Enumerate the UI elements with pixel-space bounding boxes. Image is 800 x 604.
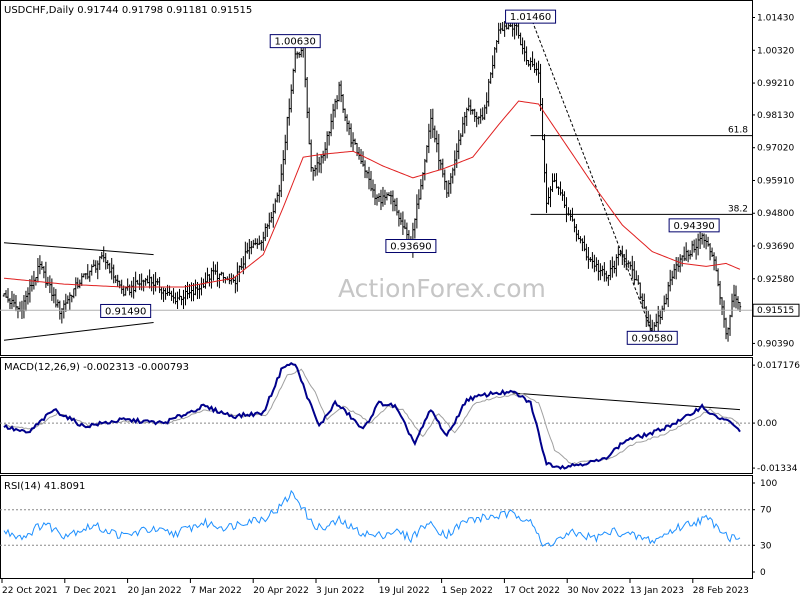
rsi-tick-label: 0: [760, 568, 766, 578]
rsi-panel-title: RSI(14) 41.8091: [4, 481, 85, 492]
time-axis: 22 Oct 2021 7 Dec 2021 20 Jan 2022 7 Mar 20…: [1, 579, 749, 596]
watermark: ActionForex.com: [338, 274, 546, 303]
callout-label: 0.90580: [632, 333, 673, 344]
price-tick-label: 0.93690: [757, 242, 794, 252]
price-tick-label: 0.94800: [757, 209, 794, 219]
time-tick-label: 3 Jun 2022: [316, 586, 364, 596]
macd-main-line: [3, 362, 741, 470]
trendline-2: [530, 16, 655, 339]
price-tick-label: 1.00320: [757, 46, 794, 56]
callout-label: 1.01460: [510, 12, 551, 23]
callout-label: 1.00630: [275, 37, 316, 48]
macd-tick-label: -0.01334: [757, 464, 798, 474]
callout-box: [269, 34, 321, 49]
price-panel-title: USDCHF,Daily 0.91744 0.91798 0.91181 0.9…: [4, 5, 252, 16]
price-tick-label: 0.95910: [757, 176, 794, 186]
time-tick-label: 20 Jan 2022: [128, 586, 182, 596]
callout-0: 1.00630: [269, 34, 321, 49]
price-tick-label: 0.99210: [757, 79, 794, 89]
rsi-tick-label: 30: [760, 541, 772, 551]
macd-panel-frame: [0, 357, 753, 474]
callout-box: [668, 218, 720, 233]
rsi-line: [3, 489, 741, 547]
callout-3: 0.91490: [100, 303, 152, 318]
price-panel-frame: [0, 0, 753, 356]
macd-lines: [3, 362, 741, 470]
macd-axis-ticks: 0.017176 0.00 -0.01334: [752, 361, 800, 474]
trendline-1: [3, 321, 154, 341]
time-tick-label: 1 Sep 2022: [442, 586, 493, 596]
price-trendlines: [3, 16, 655, 341]
price-tick-label: 0.98130: [757, 111, 794, 121]
rsi-line-path: [3, 489, 741, 547]
callout-5: 0.90580: [626, 330, 678, 345]
callout-4: 0.94390: [668, 218, 720, 233]
callout-box: [100, 303, 152, 318]
price-tick-label: 0.97020: [757, 144, 794, 154]
time-tick-label: 28 Feb 2023: [693, 586, 749, 596]
macd-signal-line: [3, 368, 741, 465]
price-tick-label: 0.92580: [757, 275, 794, 285]
callout-box: [626, 330, 678, 345]
macd-tick-label: 0.00: [757, 419, 777, 429]
rsi-tick-label: 70: [760, 506, 772, 516]
macd-panel-title: MACD(12,26,9) -0.002313 -0.000793: [4, 362, 189, 373]
last-price-label: 0.91515: [757, 306, 794, 316]
callout-1: 1.01460: [505, 9, 557, 24]
time-tick-label: 19 Jul 2022: [379, 586, 430, 596]
fib-label-0: 61.8: [728, 126, 748, 136]
fib-label-1: 38.2: [728, 204, 748, 214]
callout-box: [385, 239, 437, 254]
time-tick-label: 22 Oct 2021: [2, 586, 58, 596]
price-callouts: 1.00630 1.01460 0.93690 0.91490 0.94390 0.905…: [100, 9, 720, 345]
last-price-box: [752, 303, 800, 317]
time-tick-label: 7 Mar 2022: [190, 586, 241, 596]
price-tick-label: 1.01430: [757, 14, 794, 24]
time-tick-label: 30 Nov 2022: [567, 586, 625, 596]
rsi-panel-frame: [0, 475, 753, 579]
price-axis-ticks: 1.01430 1.00320 0.99210 0.98130 0.97020 0.959…: [752, 14, 800, 349]
time-tick-label: 13 Jan 2023: [630, 586, 684, 596]
callout-label: 0.91490: [105, 306, 146, 317]
time-tick-label: 17 Oct 2022: [504, 586, 560, 596]
rsi-tick-label: 100: [760, 479, 777, 489]
time-tick-label: 7 Dec 2021: [65, 586, 117, 596]
price-tick-label: 0.90390: [757, 339, 794, 349]
moving-average: [3, 100, 741, 288]
rsi-axis-ticks: 100 70 30 0: [752, 479, 777, 578]
time-tick-label: 20 Apr 2022: [253, 586, 309, 596]
moving-average-line: [3, 100, 741, 288]
callout-box: [505, 9, 557, 24]
macd-tick-label: 0.017176: [757, 361, 800, 371]
callout-label: 0.94390: [673, 221, 714, 232]
callout-label: 0.93690: [390, 242, 431, 253]
callout-2: 0.93690: [385, 239, 437, 254]
ohlc-bars: [2, 17, 742, 342]
trendline-0: [3, 242, 154, 256]
rsi-reference-levels: [0, 509, 752, 546]
